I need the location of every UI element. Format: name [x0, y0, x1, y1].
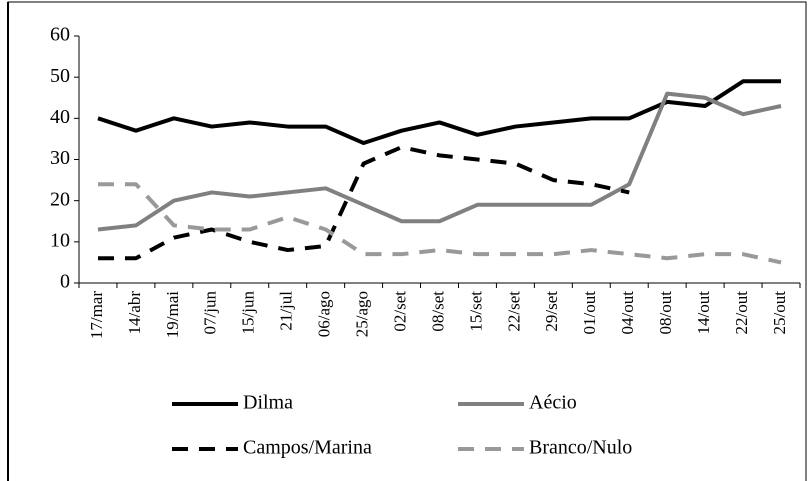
- y-tick-label: 0: [60, 271, 70, 293]
- legend-label: Branco/Nulo: [529, 437, 632, 459]
- x-tick-label: 25/ago: [353, 291, 372, 337]
- y-tick-label: 10: [50, 229, 70, 251]
- x-tick-label: 08/set: [428, 291, 447, 332]
- x-tick-label: 15/set: [466, 291, 485, 332]
- x-tick-label: 25/out: [770, 291, 789, 335]
- y-tick-label: 50: [50, 65, 70, 87]
- series-line: [97, 79, 782, 146]
- legend-label: Aécio: [529, 392, 577, 414]
- legend-label: Dilma: [243, 392, 293, 414]
- x-tick-label: 22/out: [732, 291, 751, 335]
- legend-label: Campos/Marina: [243, 437, 372, 459]
- x-tick-label: 02/set: [390, 291, 409, 332]
- frame: [7, 1, 807, 481]
- x-tick-label: 17/mar: [87, 291, 106, 339]
- x-tick-label: 29/set: [542, 291, 561, 332]
- x-tick-label: 07/jun: [201, 291, 220, 335]
- series-line: [97, 91, 782, 232]
- x-tick-label: 06/ago: [315, 291, 334, 337]
- x-tick-label: 21/jul: [277, 291, 296, 331]
- y-tick-label: 40: [50, 106, 70, 128]
- x-tick-label: 19/mai: [163, 291, 182, 338]
- series-line: [97, 145, 630, 261]
- x-tick-label: 04/out: [618, 291, 637, 335]
- x-tick-label: 22/set: [504, 291, 523, 332]
- x-tick-label: 14/out: [694, 291, 713, 335]
- x-tick-label: 15/jun: [239, 291, 258, 335]
- x-tick-label: 08/out: [656, 291, 675, 335]
- y-tick-label: 20: [50, 188, 70, 210]
- y-tick-label: 30: [50, 147, 70, 169]
- x-tick-label: 14/abr: [125, 291, 144, 335]
- x-tick-label: 01/out: [580, 291, 599, 335]
- series-line: [97, 182, 782, 265]
- y-tick-label: 60: [50, 24, 70, 46]
